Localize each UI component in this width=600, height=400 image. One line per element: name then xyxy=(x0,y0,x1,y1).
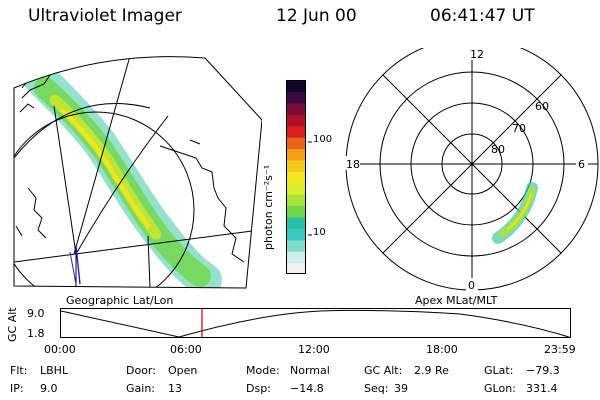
info-value: Normal xyxy=(290,364,330,377)
colorbar-band xyxy=(286,251,306,264)
info-value: −14.8 xyxy=(290,382,324,395)
colorbar-band xyxy=(286,125,306,138)
timeline-frame xyxy=(60,308,571,338)
colorbar-tick-10: 10 xyxy=(308,227,338,238)
colorbar-band xyxy=(286,216,306,229)
polar-mlt-plot: 12 18 6 0 60 70 80 xyxy=(342,48,599,292)
colorbar-band xyxy=(286,194,306,207)
colorbar-band xyxy=(286,148,306,161)
colorbar-gradient xyxy=(286,80,306,275)
geographic-map xyxy=(13,56,262,289)
mlt-label-bg xyxy=(468,48,486,60)
info-label: Door: xyxy=(126,364,156,377)
timeline-xtick: 18:00 xyxy=(426,343,458,356)
colorbar-tick-label: 100 xyxy=(313,134,333,145)
info-value: 13 xyxy=(168,382,182,395)
colorbar-frame xyxy=(286,80,306,274)
altitude-curve xyxy=(60,309,570,338)
colorbar-band xyxy=(286,159,306,172)
info-value: 9.0 xyxy=(40,382,58,395)
colorbar-band xyxy=(286,114,306,127)
info-door: Door: Open xyxy=(126,364,197,377)
info-label: IP: xyxy=(10,382,24,395)
info-flt: Flt: LBHL xyxy=(10,364,68,377)
aurora-emission-geo xyxy=(23,61,222,288)
info-dsp: Dsp: −14.8 xyxy=(246,382,324,395)
info-value: 39 xyxy=(394,382,408,395)
info-glat: GLat: −79.3 xyxy=(484,364,560,377)
aurora-emission-polar xyxy=(492,182,538,244)
info-mode: Mode: Normal xyxy=(246,364,330,377)
timeline-xtick: 00:00 xyxy=(44,343,76,356)
colorbar xyxy=(286,80,306,275)
info-value: −79.3 xyxy=(526,364,560,377)
colorbar-band xyxy=(286,171,306,184)
polar-panel-caption: Apex MLat/MLT xyxy=(415,294,498,307)
info-ip: IP: 9.0 xyxy=(10,382,58,395)
info-glon: GLon: 331.4 xyxy=(484,382,558,395)
satellite-track xyxy=(69,245,81,285)
colorbar-band xyxy=(286,205,306,218)
mlt-label-18: 18 xyxy=(346,158,360,171)
info-gcalt: GC Alt: 2.9 Re xyxy=(364,364,449,377)
coastlines xyxy=(15,65,245,263)
lat-label-70: 70 xyxy=(512,122,526,135)
colorbar-band xyxy=(286,262,306,275)
timeline-xtick: 23:59 xyxy=(544,343,576,356)
info-value: LBHL xyxy=(40,364,69,377)
mlt-label-6: 6 xyxy=(578,158,585,171)
lat-label-80: 80 xyxy=(491,143,505,156)
mlt-label-12: 12 xyxy=(470,48,484,61)
lat-label-60: 60 xyxy=(535,100,549,113)
colorbar-band xyxy=(286,182,306,195)
info-value: Open xyxy=(168,364,198,377)
info-gain: Gain: 13 xyxy=(126,382,182,395)
mlt-label-0: 0 xyxy=(468,279,475,292)
info-label: Seq: xyxy=(364,382,389,395)
instrument-title: Ultraviolet Imager xyxy=(28,6,182,26)
info-label: Dsp: xyxy=(246,382,271,395)
colorbar-tick-100: 100 xyxy=(308,134,338,145)
timeline-xtick: 06:00 xyxy=(170,343,202,356)
timeline-ylabel: GC Alt xyxy=(6,307,19,342)
colorbar-band xyxy=(286,80,306,93)
info-label: Gain: xyxy=(126,382,155,395)
colorbar-band xyxy=(286,228,306,241)
colorbar-band xyxy=(286,91,306,104)
geo-panel-caption: Geographic Lat/Lon xyxy=(66,294,174,307)
colorbar-band xyxy=(286,102,306,115)
timeline-xtick: 12:00 xyxy=(298,343,330,356)
graticule xyxy=(14,56,261,288)
mlt-label-bg xyxy=(342,156,360,170)
time-label: 06:41:47 UT xyxy=(430,6,535,26)
mlt-label-bg xyxy=(576,156,588,170)
info-label: GC Alt: xyxy=(364,364,403,377)
info-seq: Seq: 39 xyxy=(364,382,408,395)
info-label: Flt: xyxy=(10,364,28,377)
timeline-ytick-1-8: 1.8 xyxy=(27,327,45,340)
timeline-plot xyxy=(60,308,571,338)
colorbar-band xyxy=(286,239,306,252)
colorbar-band xyxy=(286,137,306,150)
info-label: Mode: xyxy=(246,364,280,377)
info-label: GLat: xyxy=(484,364,514,377)
geo-panel-border xyxy=(13,56,262,289)
timeline-ytick-9: 9.0 xyxy=(27,307,45,320)
info-value: 2.9 Re xyxy=(414,364,449,377)
info-label: GLon: xyxy=(484,382,516,395)
colorbar-unit-label: photon cm⁻²s⁻¹ xyxy=(262,164,275,250)
info-value: 331.4 xyxy=(526,382,558,395)
date-label: 12 Jun 00 xyxy=(276,6,357,26)
mlt-label-bg xyxy=(466,278,478,292)
colorbar-tick-label: 10 xyxy=(313,227,326,238)
polar-grid xyxy=(345,48,599,291)
